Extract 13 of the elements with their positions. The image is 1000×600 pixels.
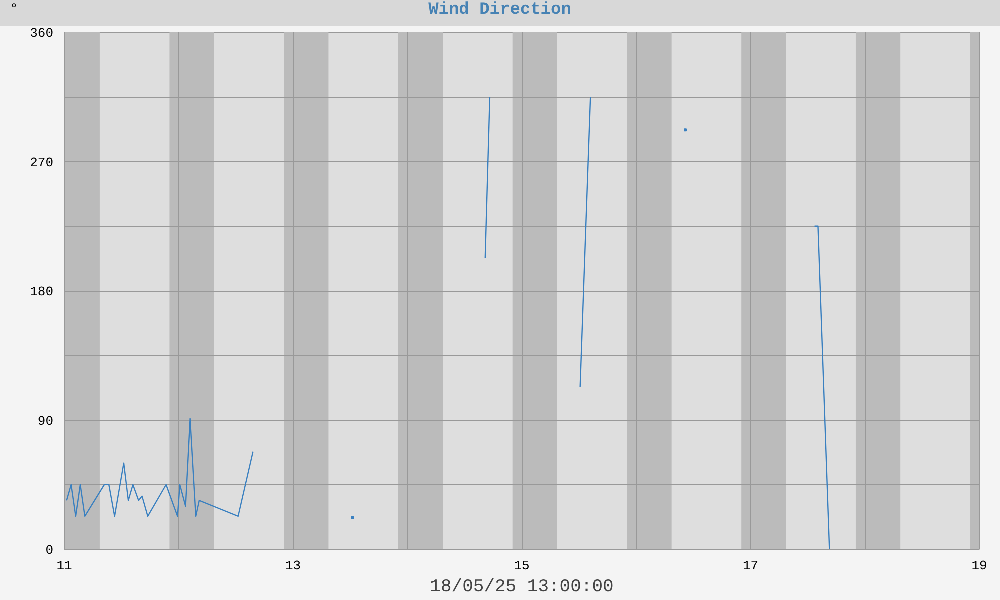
chart-title: Wind Direction <box>428 1 572 20</box>
y-tick-label: 180 <box>30 284 54 300</box>
x-tick-label: 15 <box>514 558 530 574</box>
x-tick-label: 17 <box>742 558 759 574</box>
x-tick-label: 19 <box>972 558 988 574</box>
y-tick-label: 360 <box>30 26 54 41</box>
y-tick-label: 90 <box>38 414 54 429</box>
x-tick-label: 13 <box>285 558 302 574</box>
x-axis-title: 18/05/25 13:00:00 <box>430 578 614 598</box>
y-axis-title: ° <box>10 1 18 20</box>
y-tick-label: 270 <box>30 155 54 170</box>
y-tick-label: 0 <box>46 543 54 558</box>
x-tick-label: 11 <box>56 558 72 574</box>
